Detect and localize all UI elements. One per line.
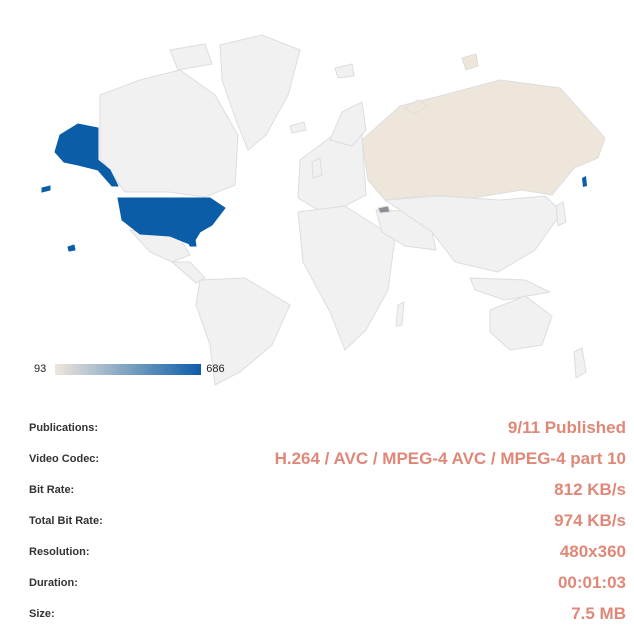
map-legend: 93 686 [34, 363, 225, 375]
region-greenland[interactable] [219, 34, 301, 151]
region-japan[interactable] [555, 201, 567, 227]
video-details: Publications: 9/11 Published Video Codec… [0, 412, 634, 629]
detail-label: Resolution: [29, 545, 90, 558]
detail-label: Duration: [29, 576, 78, 589]
region-georgia[interactable] [377, 205, 391, 214]
detail-value: 812 KB/s [554, 479, 626, 499]
region-alaska[interactable] [54, 123, 99, 171]
detail-label: Publications: [29, 421, 99, 434]
detail-bit-rate: Bit Rate: 812 KB/s [0, 474, 634, 505]
detail-size: Size: 7.5 MB [0, 598, 634, 629]
region-australia[interactable] [489, 295, 553, 351]
detail-value: H.264 / AVC / MPEG-4 AVC / MPEG-4 part 1… [274, 448, 626, 468]
legend-min-value: 93 [34, 363, 47, 375]
region-usa-florida[interactable] [185, 231, 197, 247]
detail-label: Bit Rate: [29, 483, 75, 496]
region-indonesia[interactable] [469, 277, 552, 301]
region-madagascar[interactable] [395, 301, 405, 327]
region-canada[interactable] [99, 69, 239, 198]
detail-duration: Duration: 00:01:03 [0, 567, 634, 598]
detail-value: 9/11 Published [507, 417, 626, 437]
legend-max-value: 686 [206, 363, 225, 375]
region-south-america[interactable] [195, 277, 291, 386]
region-usa[interactable] [117, 197, 226, 246]
region-alaska-panhandle[interactable] [97, 158, 119, 187]
region-svalbard[interactable] [334, 63, 355, 79]
detail-label: Total Bit Rate: [29, 514, 103, 527]
detail-value: 974 KB/s [554, 510, 626, 530]
region-russia-islands[interactable] [404, 53, 479, 115]
region-uk[interactable] [311, 157, 323, 179]
detail-value: 480x360 [559, 541, 626, 561]
detail-label: Size: [29, 607, 55, 620]
region-russia[interactable] [361, 79, 606, 201]
detail-value: 00:01:03 [557, 572, 626, 592]
region-africa[interactable] [297, 205, 396, 351]
region-iceland[interactable] [289, 121, 307, 134]
region-hawaii[interactable] [67, 244, 76, 252]
region-arctic-islands[interactable] [169, 43, 213, 71]
detail-total-bit-rate: Total Bit Rate: 974 KB/s [0, 505, 634, 536]
detail-resolution: Resolution: 480x360 [0, 536, 634, 567]
detail-label: Video Codec: [29, 452, 100, 465]
geo-map[interactable]: 93 686 [0, 0, 634, 390]
world-map-svg [41, 34, 606, 386]
region-scandinavia[interactable] [329, 101, 367, 147]
detail-video-codec: Video Codec: H.264 / AVC / MPEG-4 AVC / … [0, 443, 634, 474]
region-new-zealand[interactable] [573, 347, 587, 379]
detail-value: 7.5 MB [571, 603, 626, 623]
region-alaska-aleutians[interactable] [41, 185, 51, 193]
region-sakhalin[interactable] [582, 176, 587, 187]
detail-publications: Publications: 9/11 Published [0, 412, 634, 443]
region-central-america[interactable] [170, 261, 206, 284]
legend-gradient-bar [55, 363, 202, 375]
